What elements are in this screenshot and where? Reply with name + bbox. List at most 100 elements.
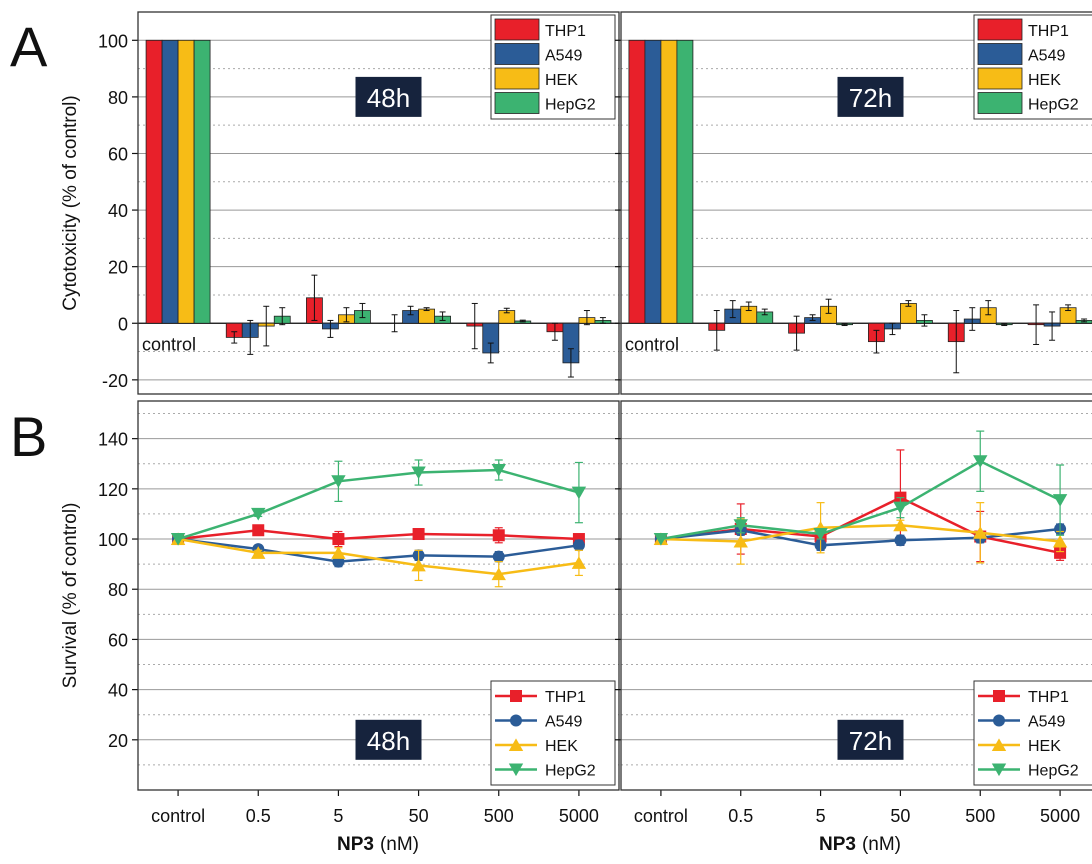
x-tick-label: control <box>634 806 688 826</box>
legend-label: A549 <box>545 48 582 65</box>
legend-swatch-thp1 <box>494 18 540 41</box>
legend-label: HepG2 <box>1028 763 1079 780</box>
time-badge-label: 72h <box>849 726 892 756</box>
data-point-hepg2 <box>170 533 186 546</box>
data-point-hek <box>1052 534 1068 548</box>
legend-marker-a549 <box>510 714 522 727</box>
bar-hepg2 <box>676 39 694 324</box>
y-tick-label: 60 <box>108 630 128 650</box>
legend-label: A549 <box>1028 48 1065 65</box>
plot-frame <box>137 11 620 395</box>
legend-label: A549 <box>1028 714 1065 731</box>
legend-marker-hepg2 <box>991 763 1007 777</box>
x-tick-label: 5000 <box>1040 806 1080 826</box>
bar-label-control: control <box>142 334 196 354</box>
x-axis-title-right: NP3 (nM) <box>819 834 901 855</box>
y-tick-label: 20 <box>108 731 128 751</box>
time-badge-label: 72h <box>849 83 892 113</box>
time-badge-label: 48h <box>367 83 410 113</box>
series-line-hek <box>177 537 580 576</box>
y-tick-label: 0 <box>118 314 128 334</box>
time-badge <box>837 76 904 117</box>
data-point-thp1 <box>492 529 505 542</box>
x-tick-label: 500 <box>965 806 995 826</box>
panel-label-b: B <box>10 405 47 468</box>
bar-hek <box>660 39 678 324</box>
legend-label: HEK <box>545 738 578 755</box>
y-tick-label: 140 <box>98 430 128 450</box>
data-point-thp1 <box>412 528 425 541</box>
data-point-hepg2 <box>1052 494 1068 507</box>
time-badge <box>355 76 422 117</box>
data-point-hepg2 <box>733 519 748 532</box>
legend-marker-hek <box>508 738 524 751</box>
legend-label: HEK <box>545 72 578 89</box>
legend-label: HepG2 <box>545 97 596 114</box>
series-line-hek <box>660 523 1061 543</box>
data-point-hek <box>491 567 506 581</box>
x-tick-label: control <box>151 806 205 826</box>
x-tick-label: 5 <box>816 806 826 826</box>
data-point-hepg2 <box>973 455 988 468</box>
legend-label: HEK <box>1028 738 1061 755</box>
x-axis-title-unit: (nM) <box>380 834 419 855</box>
legend-marker-hek <box>991 738 1007 751</box>
plot-frame <box>620 400 1092 791</box>
legend-label: THP1 <box>545 23 586 40</box>
legend-label: THP1 <box>545 689 586 706</box>
legend-label: HepG2 <box>545 763 596 780</box>
legend-marker-a549 <box>993 714 1005 727</box>
y-tick-label: 40 <box>108 201 128 221</box>
y-tick-label: 20 <box>108 258 128 278</box>
legend-label: HEK <box>1028 72 1061 89</box>
bar-hek <box>177 39 195 324</box>
legend-swatch-hek <box>494 67 540 90</box>
bar-thp1 <box>145 39 163 324</box>
data-point-hepg2 <box>893 501 908 515</box>
data-point-hepg2 <box>653 533 669 546</box>
x-tick-label: 5000 <box>559 806 599 826</box>
data-point-hek <box>973 526 988 539</box>
panel-label-a: A <box>10 15 48 78</box>
x-axis-title-unit: (nM) <box>862 834 901 855</box>
data-point-thp1 <box>332 533 345 546</box>
data-point-hek <box>733 534 748 548</box>
legend-marker-thp1 <box>993 690 1005 702</box>
y-tick-label: -20 <box>102 371 128 391</box>
x-tick-label: 0.5 <box>246 806 271 826</box>
legend-swatch-hepg2 <box>494 92 540 114</box>
time-badge <box>355 719 422 760</box>
bar-a549 <box>161 39 179 324</box>
data-point-hek <box>411 558 426 572</box>
legend-swatch-thp1 <box>977 18 1023 41</box>
series-line-thp1 <box>660 496 1061 555</box>
y-tick-label: 120 <box>98 480 128 500</box>
y-axis-title: Survival (% of control) <box>60 503 81 689</box>
bar-a549 <box>644 39 662 324</box>
x-tick-label: 500 <box>484 806 514 826</box>
y-tick-label: 100 <box>98 31 128 51</box>
legend-swatch-a549 <box>494 43 540 65</box>
y-tick-label: 80 <box>108 580 128 600</box>
data-point-a549 <box>894 534 907 547</box>
x-tick-label: 0.5 <box>728 806 753 826</box>
legend-marker-hepg2 <box>508 763 524 777</box>
legend-swatch-hek <box>977 67 1023 90</box>
data-point-hek <box>331 546 346 559</box>
x-axis-title-left: NP3 (nM) <box>337 834 419 855</box>
data-point-hepg2 <box>331 475 346 488</box>
bar-thp1 <box>628 39 646 324</box>
data-point-hepg2 <box>491 464 506 477</box>
data-point-hek <box>251 546 266 559</box>
data-point-thp1 <box>252 524 265 537</box>
series-line-thp1 <box>177 528 579 541</box>
plot-frame <box>137 400 620 791</box>
series-line-hepg2 <box>660 459 1061 541</box>
data-point-hepg2 <box>251 507 266 521</box>
time-badge <box>837 719 904 760</box>
bar-hepg2 <box>193 39 211 324</box>
data-point-hepg2 <box>411 466 426 480</box>
data-point-a549 <box>572 539 585 552</box>
x-tick-label: 50 <box>409 806 429 826</box>
legend-label: THP1 <box>1028 689 1069 706</box>
